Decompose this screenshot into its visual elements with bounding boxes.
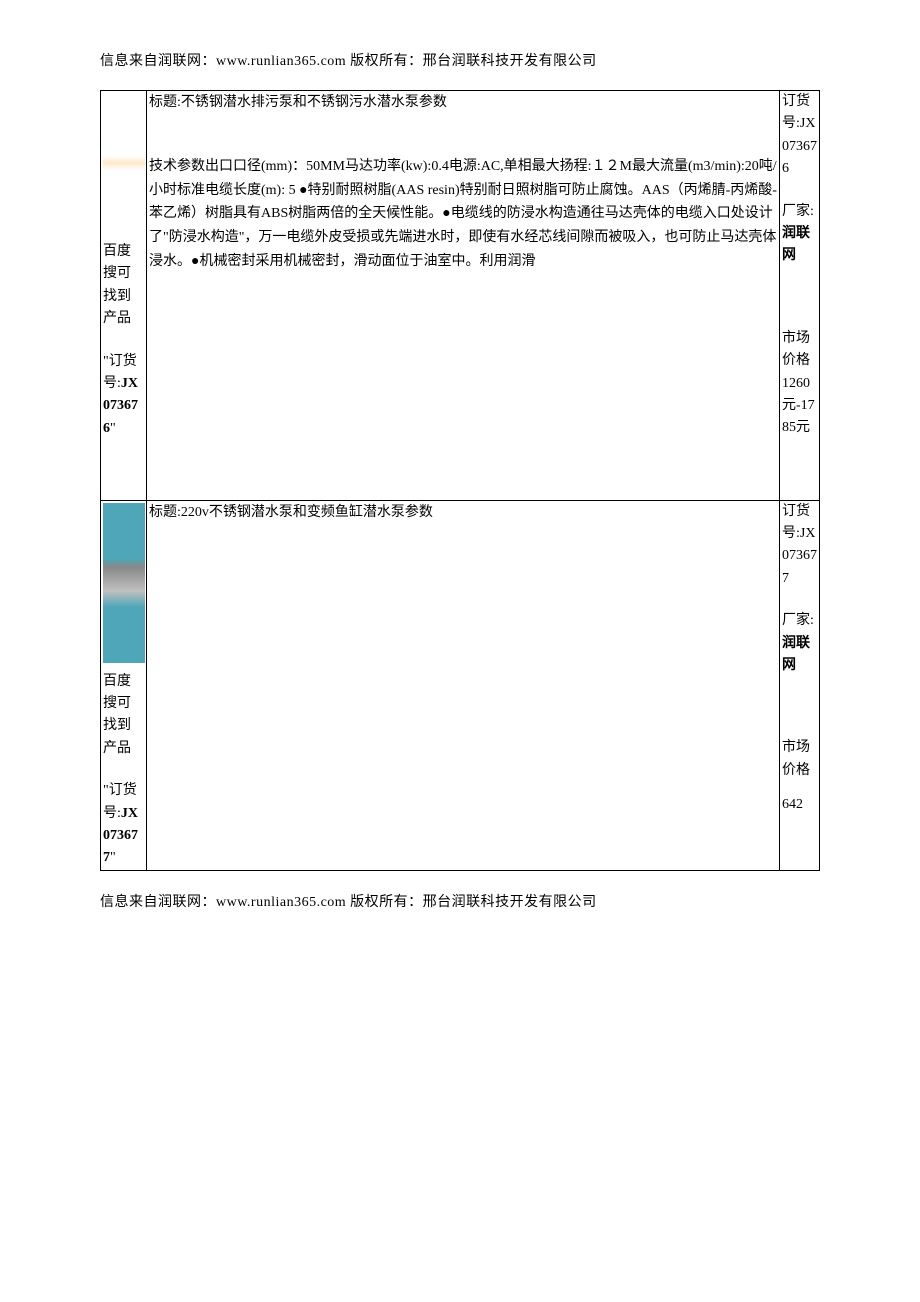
table-row: 百度搜可找到产品 "订货号:JX073676" 标题:不锈钢潜水排污泵和不锈钢污…: [101, 91, 820, 501]
title-label: 标题:: [149, 505, 181, 520]
cell-left: 百度搜可找到产品 "订货号:JX073676": [101, 91, 147, 501]
cell-right: 订货号:JX073677 厂家:润联网 市场价格 642: [780, 500, 820, 870]
search-hint: 百度搜可找到产品: [103, 671, 144, 761]
price-value: 1260元-1785元: [782, 373, 817, 440]
product-body: 技术参数出口口径(mm)：50MM马达功率(kw):0.4电源:AC,单相最大扬…: [149, 155, 777, 274]
page-footer: 信息来自润联网：www.runlian365.com 版权所有：邢台润联科技开发…: [100, 891, 820, 911]
product-table: 百度搜可找到产品 "订货号:JX073676" 标题:不锈钢潜水排污泵和不锈钢污…: [100, 90, 820, 871]
title-text: 220v不锈钢潜水泵和变频鱼缸潜水泵参数: [181, 505, 433, 520]
cell-left: 百度搜可找到产品 "订货号:JX073677": [101, 500, 147, 870]
title-text: 不锈钢潜水排污泵和不锈钢污水潜水泵参数: [181, 95, 447, 110]
search-hint: 百度搜可找到产品: [103, 241, 144, 331]
maker-name: 润联网: [782, 226, 810, 263]
maker-label: 厂家:: [782, 204, 814, 219]
table-row: 百度搜可找到产品 "订货号:JX073677" 标题:220v不锈钢潜水泵和变频…: [101, 500, 820, 870]
price-label: 市场价格: [782, 328, 817, 373]
product-thumbnail: [103, 93, 145, 233]
maker-name: 润联网: [782, 636, 810, 673]
price-value: 642: [782, 794, 817, 816]
cell-mid: 标题:220v不锈钢潜水泵和变频鱼缸潜水泵参数: [147, 500, 780, 870]
product-thumbnail: [103, 503, 145, 663]
cell-right: 订货号:JX073676 厂家:润联网 市场价格 1260元-1785元: [780, 91, 820, 501]
order-suffix: ": [110, 421, 116, 436]
cell-mid: 标题:不锈钢潜水排污泵和不锈钢污水潜水泵参数 技术参数出口口径(mm)：50MM…: [147, 91, 780, 501]
order-suffix: ": [110, 850, 116, 865]
price-label: 市场价格: [782, 737, 817, 782]
title-label: 标题:: [149, 95, 181, 110]
page-header: 信息来自润联网：www.runlian365.com 版权所有：邢台润联科技开发…: [100, 50, 820, 70]
maker-label: 厂家:: [782, 613, 814, 628]
